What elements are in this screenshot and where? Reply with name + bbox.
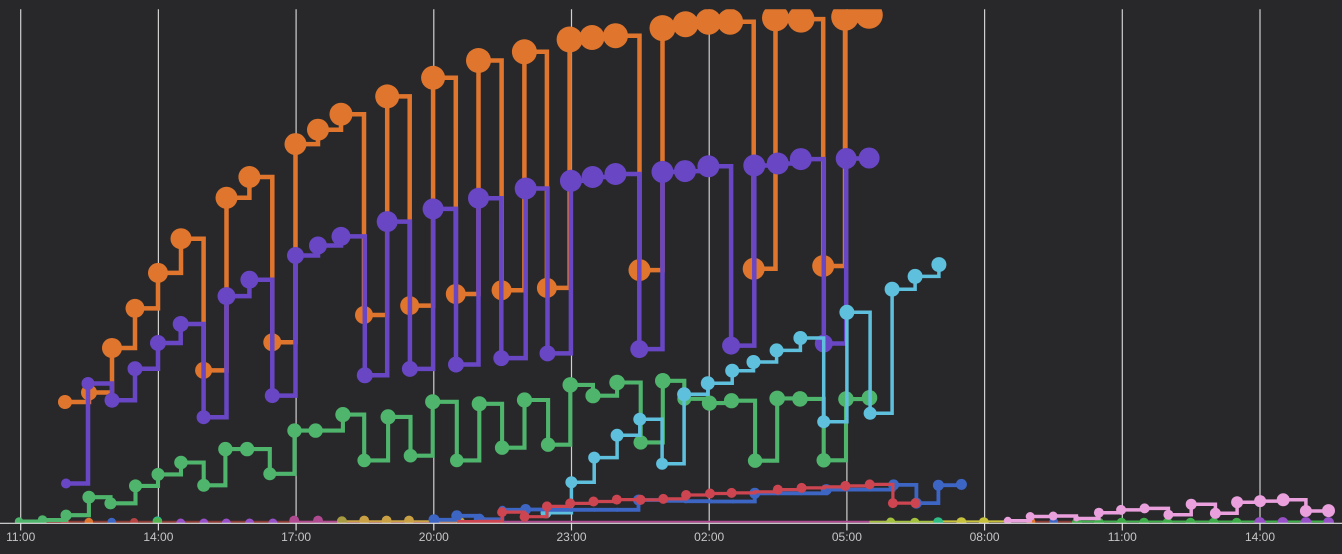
svg-text:20:00: 20:00 <box>419 530 449 544</box>
svg-text:11:00: 11:00 <box>6 530 35 544</box>
svg-text:23:00: 23:00 <box>556 530 586 544</box>
svg-text:08:00: 08:00 <box>970 530 1000 544</box>
svg-text:17:00: 17:00 <box>281 530 311 544</box>
svg-text:05:00: 05:00 <box>832 530 862 544</box>
svg-text:14:00: 14:00 <box>1245 530 1275 544</box>
svg-text:02:00: 02:00 <box>694 530 724 544</box>
svg-text:11:00: 11:00 <box>1108 530 1137 544</box>
svg-text:14:00: 14:00 <box>143 530 173 544</box>
